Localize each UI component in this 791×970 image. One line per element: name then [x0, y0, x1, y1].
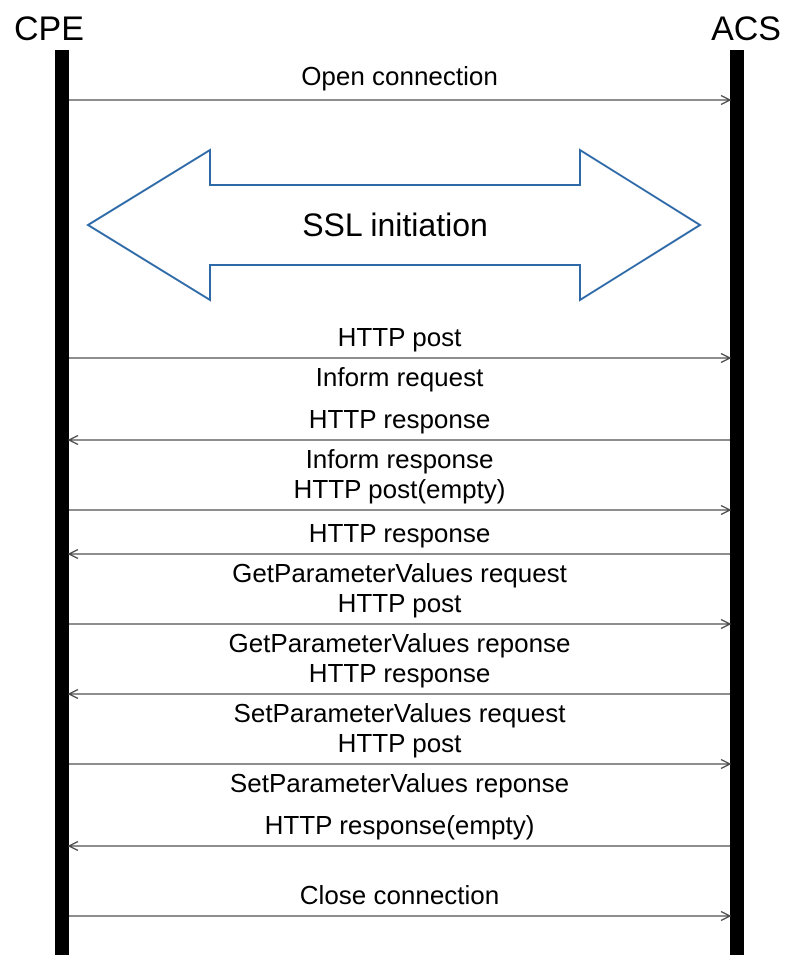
- cpe-label: CPE: [14, 10, 84, 48]
- message-label-11: SetParameterValues request: [234, 698, 567, 728]
- message-label-12: HTTP post: [338, 728, 463, 758]
- message-label-0: Open connection: [301, 61, 498, 91]
- ssl-initiation-label: SSL initiation: [302, 207, 488, 243]
- message-label-13: SetParameterValues reponse: [230, 768, 569, 798]
- message-label-10: HTTP response: [309, 658, 491, 688]
- message-label-2: Inform request: [316, 362, 484, 392]
- message-label-5: HTTP post(empty): [294, 474, 506, 504]
- message-label-8: HTTP post: [338, 588, 463, 618]
- sequence-diagram: CPE ACS SSL initiation Open connection HT…: [0, 0, 791, 970]
- message-label-15: Close connection: [300, 880, 499, 910]
- message-label-1: HTTP post: [338, 322, 463, 352]
- message-label-14: HTTP response(empty): [265, 810, 535, 840]
- message-label-7: GetParameterValues request: [232, 558, 568, 588]
- acs-label: ACS: [711, 10, 781, 48]
- message-label-3: HTTP response: [309, 404, 491, 434]
- message-label-6: HTTP response: [309, 518, 491, 548]
- message-label-4: Inform response: [306, 444, 494, 474]
- message-label-9: GetParameterValues reponse: [228, 628, 570, 658]
